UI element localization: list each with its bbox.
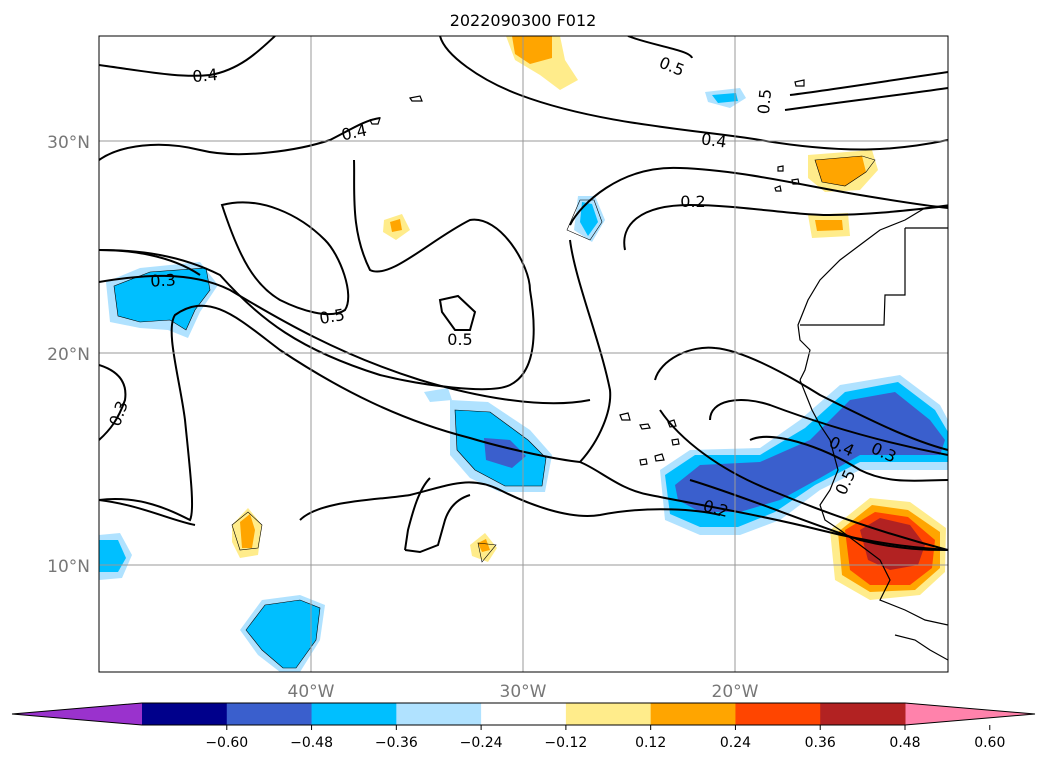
lat-label: 10°N (47, 557, 90, 577)
colorbar-tick-label: 0.12 (635, 735, 666, 751)
axis-labels: 30°N 20°N 10°N 40°W 30°W 20°W (47, 133, 759, 702)
lon-label: 20°W (712, 682, 759, 702)
colorbar-segment (142, 703, 228, 725)
shade-blue (246, 600, 320, 668)
contour-label: 0.5 (447, 330, 472, 349)
lon-label: 40°W (288, 682, 335, 702)
shade-blue (99, 540, 126, 572)
colorbar-tick-label: −0.48 (290, 735, 333, 751)
colorbar-segment (311, 703, 397, 725)
contour-label: 0.5 (318, 305, 346, 328)
contour-label: 0.4 (700, 129, 728, 151)
shade-light-blue (424, 388, 452, 402)
contour-label: 0.4 (340, 121, 369, 145)
shade-blue (114, 268, 210, 330)
colorbar-tick-label: −0.36 (375, 735, 418, 751)
colorbar-extend-min (12, 703, 142, 725)
contour-label: 0.4 (192, 65, 219, 86)
lat-label: 20°N (47, 345, 90, 365)
contour-label: 0.3 (150, 270, 176, 290)
colorbar-tick-label: 0.36 (805, 735, 836, 751)
lon-label: 30°W (500, 682, 547, 702)
shade-orange (478, 539, 490, 552)
contour-label: 0.2 (680, 192, 705, 211)
figure-title: 2022090300 F012 (450, 11, 597, 30)
colorbar-segment (226, 703, 313, 725)
graticule (99, 36, 948, 672)
lat-label: 30°N (47, 133, 90, 153)
shade-orange (815, 156, 866, 186)
shade-orange (240, 514, 255, 548)
colorbar-tick-label: −0.12 (544, 735, 587, 751)
colorbar-tick-label: 0.24 (720, 735, 751, 751)
shade-blue (580, 202, 598, 236)
coastline (369, 79, 948, 661)
shade-outlines (113, 155, 876, 669)
colorbar-extend-max (905, 703, 1035, 725)
shade-orange (512, 36, 552, 64)
shade-blue (712, 93, 738, 103)
colorbar-segment (735, 703, 821, 725)
colorbar-segment (565, 703, 652, 725)
map-panel: 0.4 0.4 0.5 0.5 0.4 0.2 0.3 0.5 0.5 0.3 … (98, 35, 949, 673)
colorbar-tick-label: 0.60 (974, 735, 1005, 751)
colorbar-tick-label: 0.48 (889, 735, 920, 751)
colorbar-tick-label: −0.24 (460, 735, 503, 751)
shade-orange (815, 220, 843, 231)
colorbar-segment (820, 703, 906, 725)
contour-label: 0.5 (754, 88, 775, 115)
shade-orange (390, 219, 402, 232)
map-frame (98, 35, 949, 673)
colorbar-tick-label: −0.60 (205, 735, 248, 751)
colorbar-outline (11, 702, 1036, 726)
line-contours (99, 36, 948, 554)
colorbar-segment (650, 703, 736, 725)
colorbar-segment (396, 703, 482, 725)
colorbar-segment (481, 703, 567, 725)
colorbar: −0.60 −0.48 −0.36 −0.24 −0.12 0.12 0.24 0.36 0.4… (11, 702, 1036, 751)
